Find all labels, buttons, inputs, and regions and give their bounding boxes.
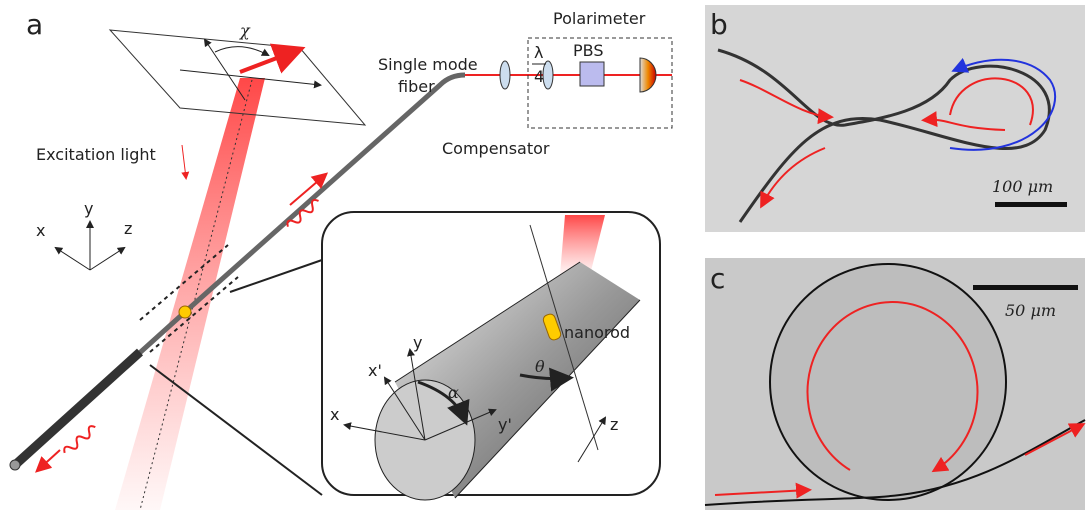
panel-c: c 50 μm [705,258,1085,510]
chi-arc [215,47,268,55]
compensator-label: Compensator [442,139,550,158]
figure: a χ Polarimeter λ 4 PBS Single mode fibe… [0,0,1089,513]
micrograph [705,5,1085,232]
axis-label: x [330,405,339,424]
scale-bar [995,202,1067,207]
alpha-label: α [448,383,459,402]
polarimeter-label: Polarimeter [553,9,646,28]
panel-b: b 100 μm [705,5,1085,232]
scale-bar [973,285,1078,290]
axis-label: y [413,333,422,352]
panel-label: b [710,8,728,41]
excitation-label: Excitation light [36,145,156,164]
scale-label: 100 μm [992,177,1053,196]
four: 4 [534,67,544,86]
axis [90,248,124,270]
compensator [500,61,510,89]
zoom-line [230,260,322,292]
chi-label: χ [239,21,251,40]
nanorod-spot [179,306,191,318]
plane-axis [205,40,245,100]
panel-label: a [26,8,43,41]
axis-label: z [610,415,618,434]
excitation-beam [115,78,265,510]
waveplate [543,61,553,89]
nanorod-label: nanorod [564,323,630,342]
theta-label: θ [535,357,545,376]
fiber-label: Single mode [378,55,478,74]
arrow [182,145,186,178]
arrow [38,450,60,470]
wave [62,424,98,456]
lambda: λ [534,43,543,62]
wave [285,198,321,230]
panel-label: c [710,262,725,295]
fiber-label: fiber [398,77,435,96]
detector [640,58,656,92]
ring [770,264,1006,500]
axis-label: y' [498,415,512,434]
pbs-label: PBS [573,41,604,60]
fiber-tip [10,460,20,470]
axis-label: x' [368,361,382,380]
axis-label: x [36,221,45,240]
pbs [580,62,604,86]
axis-label: y [84,199,93,218]
inset: nanorod x' y α θ x y' z [322,212,660,500]
axis [56,248,90,270]
polarization-arrow [240,50,298,72]
panel-a: a χ Polarimeter λ 4 PBS Single mode fibe… [10,8,672,510]
axis-label: z [124,219,132,238]
scale-label: 50 μm [1005,301,1056,320]
